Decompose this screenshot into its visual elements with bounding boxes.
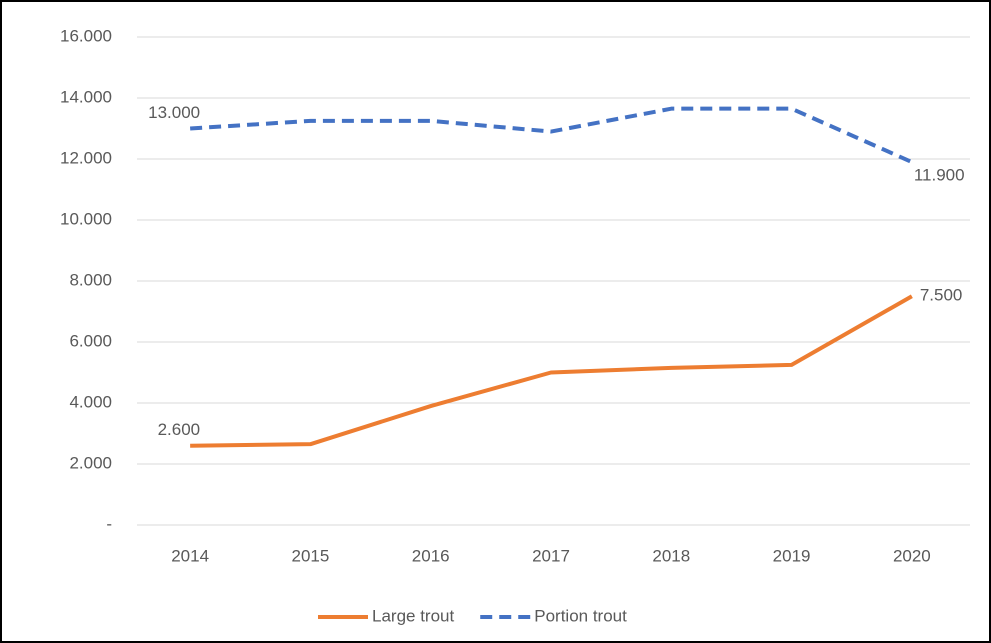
data-label: 7.500 <box>920 286 963 305</box>
y-tick-label: - <box>106 514 112 533</box>
x-tick-label: 2018 <box>652 546 690 565</box>
legend-label: Large trout <box>372 606 454 625</box>
x-tick-label: 2017 <box>532 546 570 565</box>
y-tick-label: 2.000 <box>69 453 112 472</box>
line-series <box>190 106 913 164</box>
x-tick-label: 2014 <box>171 546 209 565</box>
y-tick-label: 12.000 <box>60 148 112 167</box>
y-tick-label: 10.000 <box>60 209 112 228</box>
y-tick-label: 8.000 <box>69 270 112 289</box>
y-tick-label: 16.000 <box>60 26 112 45</box>
x-tick-label: 2015 <box>292 546 330 565</box>
y-tick-label: 14.000 <box>60 87 112 106</box>
data-label: 2.600 <box>158 420 201 439</box>
data-label: 11.900 <box>914 166 965 185</box>
data-label: 13.000 <box>148 103 200 122</box>
x-tick-label: 2016 <box>412 546 450 565</box>
x-tick-label: 2019 <box>773 546 811 565</box>
legend-label: Portion trout <box>534 606 627 625</box>
line-series <box>190 294 913 448</box>
x-tick-label: 2020 <box>893 546 931 565</box>
y-tick-label: 6.000 <box>69 331 112 350</box>
y-tick-label: 4.000 <box>69 392 112 411</box>
